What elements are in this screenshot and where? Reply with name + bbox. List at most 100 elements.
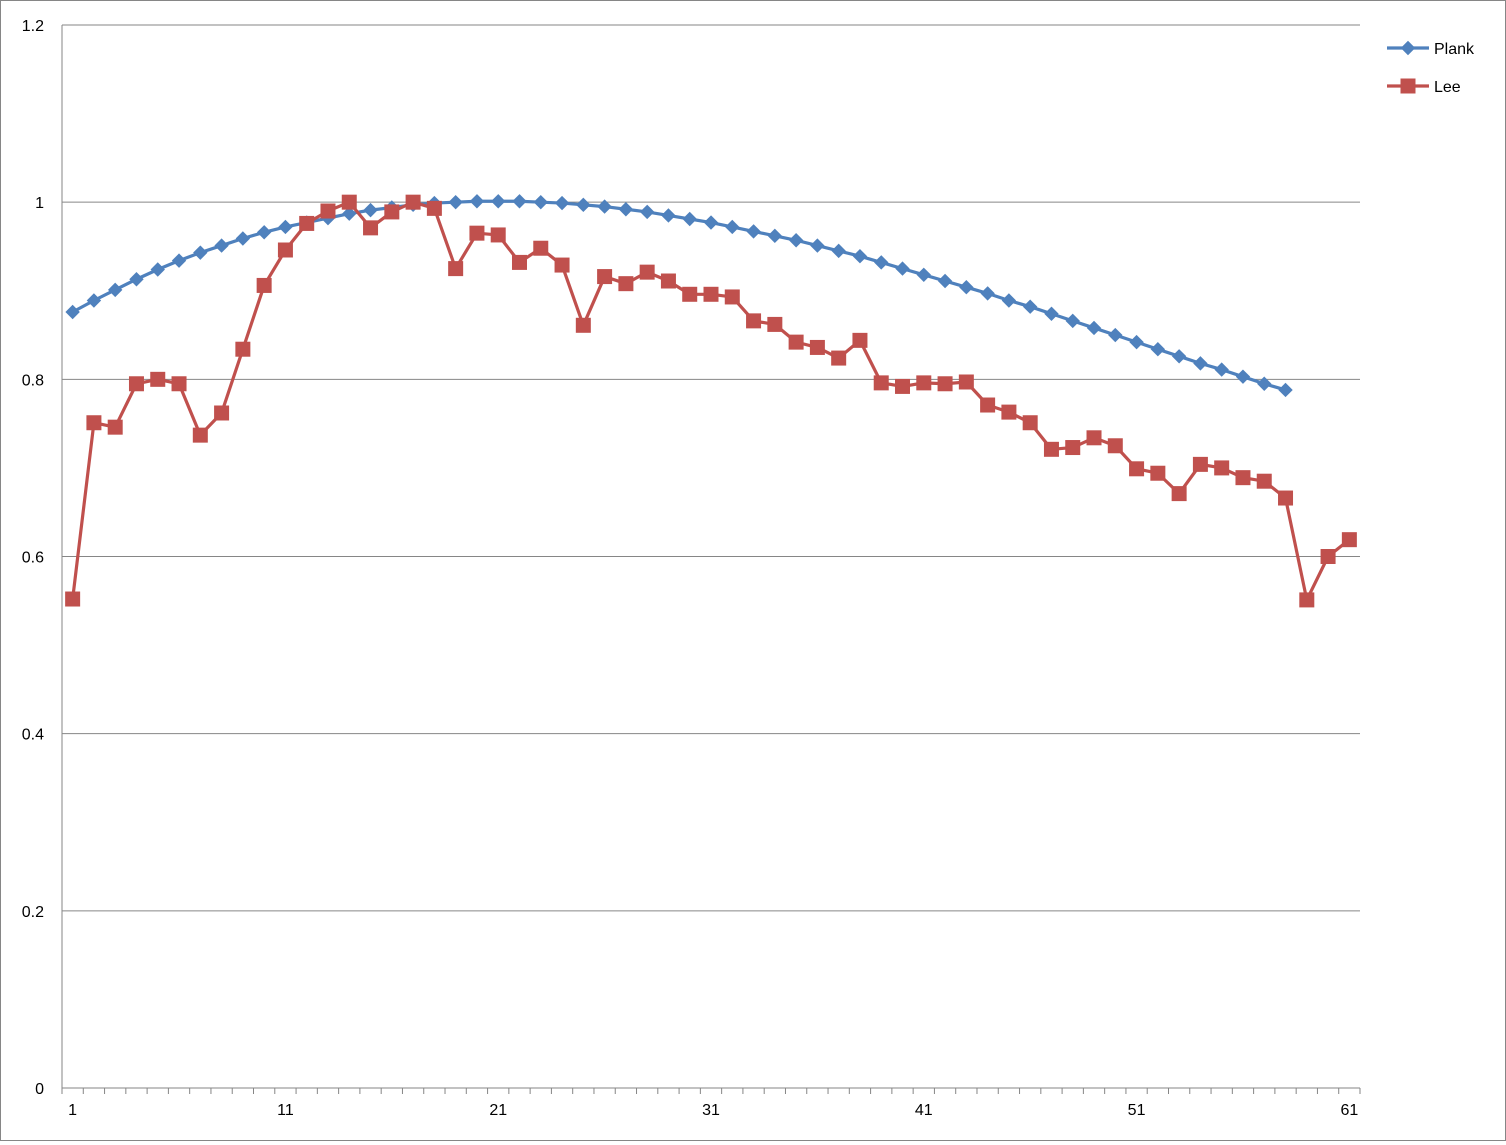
data-point xyxy=(725,219,740,235)
data-point xyxy=(171,253,187,268)
x-axis-tick-labels: 1 11 21 31 41 51 61 xyxy=(68,1102,1358,1119)
legend-marker xyxy=(1400,40,1416,56)
x-tick-label: 31 xyxy=(702,1102,720,1119)
data-point xyxy=(107,419,123,435)
data-point xyxy=(1299,592,1315,608)
data-point xyxy=(1086,430,1102,446)
data-point xyxy=(193,245,208,260)
data-point xyxy=(746,313,762,329)
data-point xyxy=(1022,415,1038,431)
axes xyxy=(61,25,1361,1094)
data-point xyxy=(512,194,527,209)
data-point xyxy=(703,215,719,230)
x-tick-label: 41 xyxy=(915,1102,933,1119)
data-point xyxy=(895,378,911,394)
data-point xyxy=(511,254,527,270)
data-point xyxy=(1193,356,1208,371)
data-point xyxy=(214,405,230,421)
y-tick-label: 0.4 xyxy=(22,727,44,744)
data-point xyxy=(618,276,634,292)
y-tick-label: 0.6 xyxy=(22,550,44,567)
data-point xyxy=(1001,404,1017,420)
data-point xyxy=(1192,456,1208,472)
data-point xyxy=(575,317,591,333)
data-point xyxy=(597,269,613,285)
data-point xyxy=(660,273,676,289)
data-point xyxy=(448,194,463,210)
data-point xyxy=(1171,349,1187,364)
data-point xyxy=(171,376,187,392)
data-point xyxy=(831,243,846,259)
data-point xyxy=(1107,438,1123,454)
data-point xyxy=(426,200,442,216)
y-tick-label: 0.2 xyxy=(22,904,44,921)
data-point xyxy=(1086,320,1102,336)
data-point xyxy=(129,272,144,287)
data-point xyxy=(533,194,548,210)
data-point xyxy=(682,286,698,302)
data-point xyxy=(980,286,995,301)
data-point xyxy=(469,194,485,209)
data-point xyxy=(661,208,676,223)
data-point xyxy=(1129,334,1144,350)
data-point xyxy=(618,202,634,217)
series-line xyxy=(71,199,1286,392)
data-point xyxy=(958,374,974,390)
x-tick-label: 11 xyxy=(277,1102,294,1119)
legend-label: Lee xyxy=(1434,79,1461,96)
data-point xyxy=(1150,465,1166,481)
data-point xyxy=(277,242,293,258)
data-point xyxy=(65,304,80,320)
data-point xyxy=(405,194,421,210)
data-point xyxy=(1320,549,1336,564)
data-point xyxy=(831,350,847,366)
y-tick-label: 1 xyxy=(35,195,44,212)
series-lee xyxy=(65,194,1357,608)
data-point xyxy=(980,397,996,413)
data-point xyxy=(533,240,549,256)
x-tick-label: 1 xyxy=(68,1102,77,1119)
data-point xyxy=(788,233,804,248)
data-point xyxy=(1257,376,1272,391)
data-point xyxy=(256,225,272,240)
data-point xyxy=(448,261,464,277)
data-point xyxy=(554,195,570,211)
data-point xyxy=(916,267,931,283)
y-tick-label: 0 xyxy=(35,1081,44,1098)
data-point xyxy=(192,427,208,443)
data-point xyxy=(597,199,612,214)
data-point xyxy=(852,332,868,348)
series-plank xyxy=(65,194,1293,398)
series-layer xyxy=(65,194,1357,608)
data-point xyxy=(1235,470,1251,486)
data-point xyxy=(1214,362,1229,377)
data-point xyxy=(1171,486,1187,502)
y-axis-tick-labels: 0 0.2 0.4 0.6 0.8 1 1.2 xyxy=(22,18,44,1098)
data-point xyxy=(86,415,102,431)
data-point xyxy=(1001,293,1017,308)
data-point xyxy=(682,211,697,227)
x-tick-label: 21 xyxy=(489,1102,507,1119)
gridlines xyxy=(62,24,1360,912)
data-point xyxy=(937,376,953,392)
data-point xyxy=(384,204,400,220)
data-point xyxy=(1278,382,1293,398)
data-point xyxy=(1235,369,1251,384)
data-point xyxy=(576,197,591,213)
data-point xyxy=(491,194,506,209)
data-point xyxy=(256,277,272,293)
data-point xyxy=(490,227,506,243)
data-point xyxy=(235,231,251,246)
data-point xyxy=(1150,342,1166,357)
x-tick-label: 61 xyxy=(1340,1102,1358,1119)
data-point xyxy=(299,215,315,231)
data-point xyxy=(788,334,804,350)
data-point xyxy=(278,219,293,235)
data-point xyxy=(320,203,336,219)
data-point xyxy=(874,255,889,270)
data-point xyxy=(342,206,357,221)
data-point xyxy=(1214,460,1230,476)
data-point xyxy=(341,194,357,210)
